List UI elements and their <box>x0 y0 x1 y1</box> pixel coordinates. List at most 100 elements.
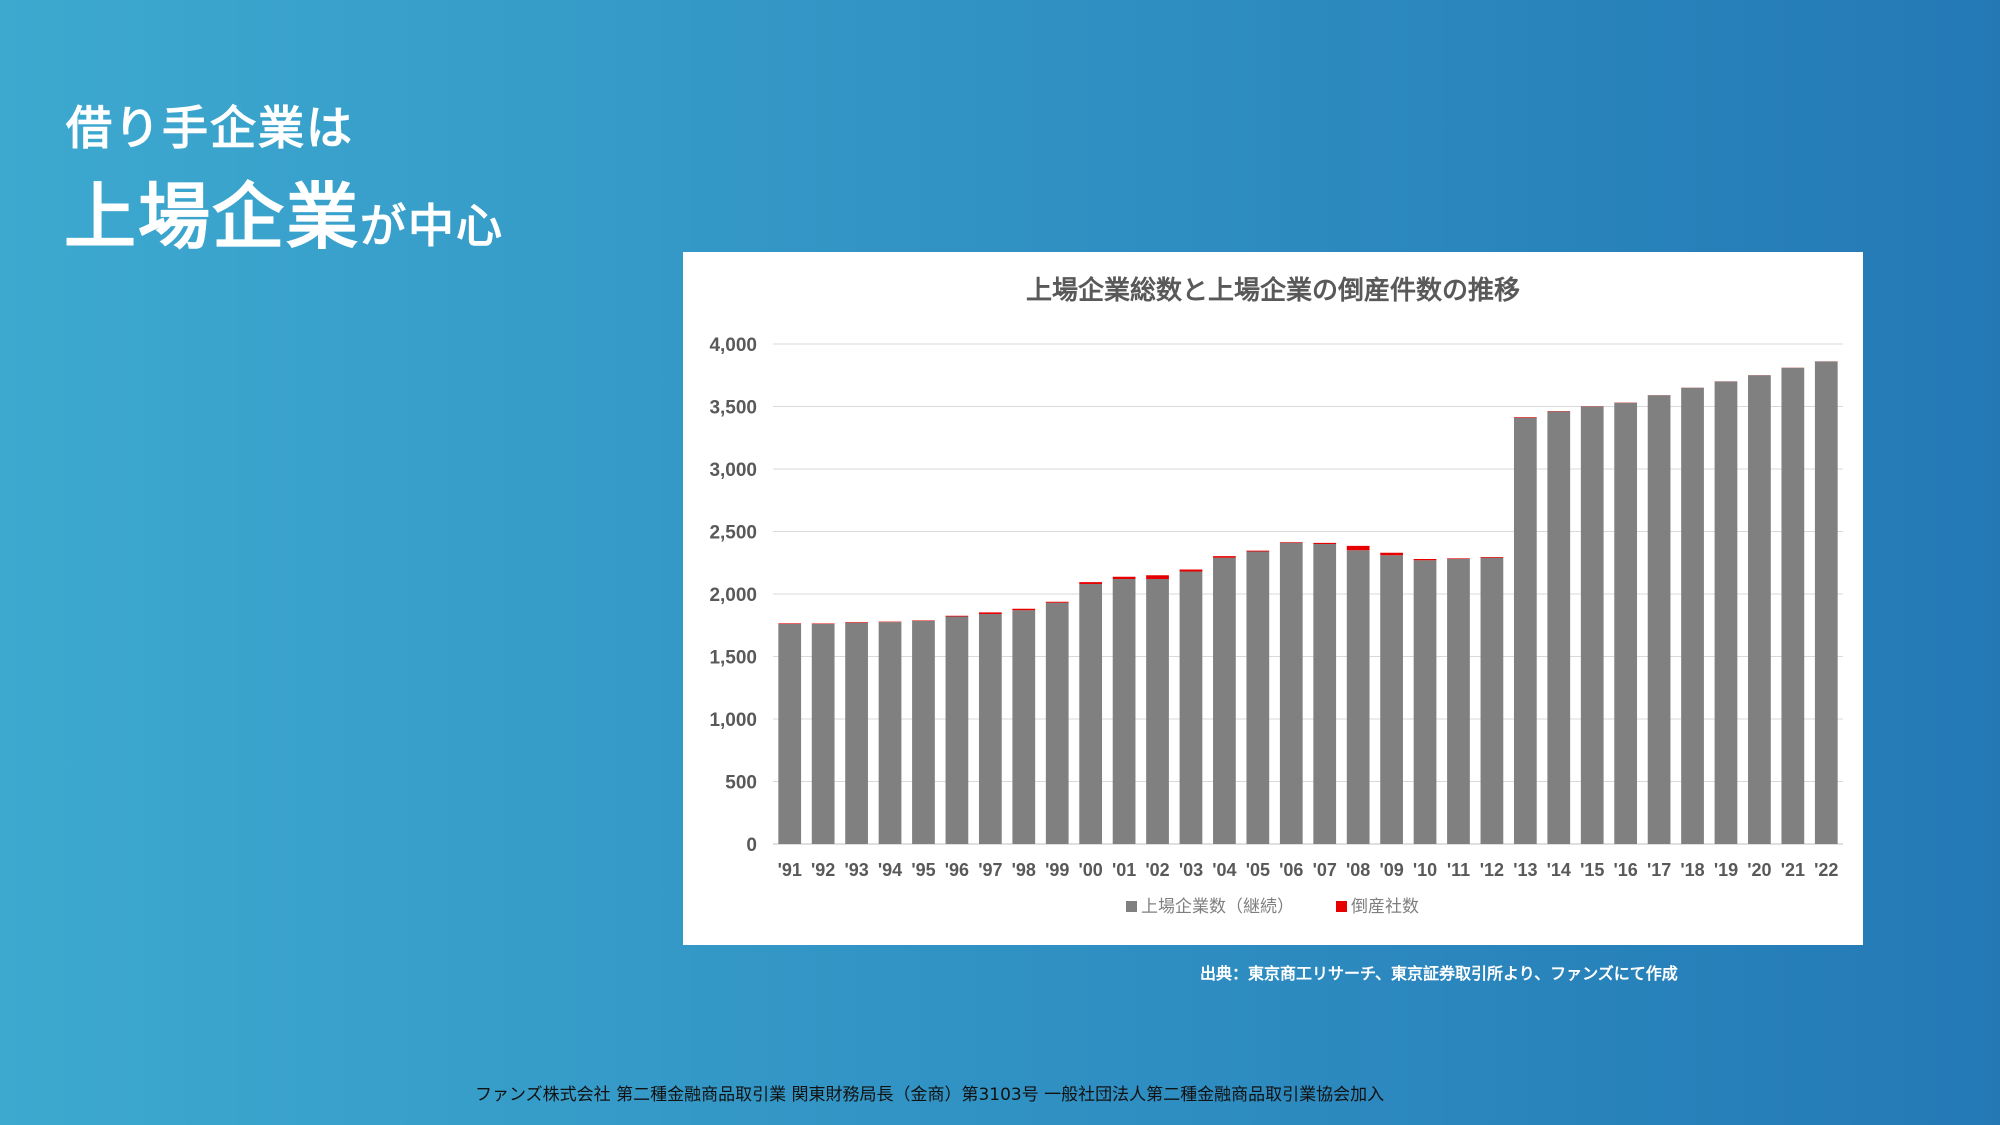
x-tick-label: '16 <box>1614 860 1638 880</box>
bar-bankruptcies <box>845 622 868 623</box>
bar-bankruptcies <box>1346 545 1370 551</box>
bar-listed-companies <box>1146 579 1169 844</box>
bar-bankruptcies <box>912 620 935 621</box>
bar-bankruptcies <box>1313 542 1337 544</box>
y-tick-label: 1,500 <box>709 648 757 669</box>
bar-bankruptcies <box>1012 608 1036 611</box>
x-tick-label: '93 <box>844 860 868 880</box>
x-tick-label: '00 <box>1079 860 1103 880</box>
bar-listed-companies <box>1748 375 1771 844</box>
bar-bankruptcies <box>1146 575 1169 579</box>
bar-listed-companies <box>1246 551 1270 844</box>
bar-bankruptcies <box>1413 559 1437 561</box>
x-tick-label: '95 <box>911 860 935 880</box>
bar-chart: 上場企業総数と上場企業の倒産件数の推移 0 500 1,000 1,500 2,000 2… <box>709 275 1843 917</box>
x-tick-label: '11 <box>1447 860 1470 880</box>
x-tick-label: '20 <box>1747 860 1771 880</box>
bar-listed-companies <box>1346 550 1370 844</box>
x-tick-label: '92 <box>811 860 835 880</box>
bar-listed-companies <box>1513 417 1537 844</box>
y-tick-label: 500 <box>725 773 757 794</box>
bar-listed-companies <box>778 624 802 844</box>
x-tick-label: '10 <box>1413 860 1437 880</box>
legend-swatch <box>1126 901 1137 912</box>
bar-listed-companies <box>1547 411 1571 844</box>
x-tick-label: '06 <box>1279 860 1303 880</box>
bar-bankruptcies <box>1213 556 1236 558</box>
x-tick-label: '22 <box>1814 860 1838 880</box>
heading-line1: 借り手企業は <box>66 101 354 155</box>
y-tick-label: 3,000 <box>709 460 757 481</box>
y-tick-label: 1,000 <box>709 710 757 731</box>
bar-listed-companies <box>878 622 902 844</box>
bar-bankruptcies <box>811 623 835 624</box>
bar-listed-companies <box>1380 555 1403 844</box>
bar-bankruptcies <box>778 623 802 624</box>
bar-listed-companies <box>1447 559 1470 844</box>
x-tick-label: '07 <box>1313 860 1337 880</box>
x-tick-label: '97 <box>978 860 1002 880</box>
x-tick-label: '14 <box>1547 860 1571 880</box>
bar-bankruptcies <box>1045 601 1069 603</box>
x-tick-label: '17 <box>1647 860 1671 880</box>
x-tick-label: '15 <box>1580 860 1604 880</box>
x-tick-label: '08 <box>1346 860 1370 880</box>
bar-listed-companies <box>1413 560 1437 844</box>
bar-listed-companies <box>1045 602 1069 844</box>
bar-bankruptcies <box>1079 582 1103 584</box>
x-tick-label: '96 <box>945 860 969 880</box>
bar-bankruptcies <box>1179 569 1203 572</box>
x-tick-label: '13 <box>1513 860 1537 880</box>
bar-listed-companies <box>978 614 1002 844</box>
bar-listed-companies <box>811 624 835 844</box>
bar-listed-companies <box>912 620 935 844</box>
bar-listed-companies <box>845 622 868 844</box>
heading-line2-emphasis: 上場企業 <box>64 175 361 259</box>
y-tick-label: 3,500 <box>709 398 757 419</box>
bar-bankruptcies <box>945 615 969 617</box>
y-tick-label: 2,000 <box>709 585 757 606</box>
x-tick-label: '94 <box>878 860 902 880</box>
bar-listed-companies <box>1580 406 1604 844</box>
legend-swatch <box>1336 901 1347 912</box>
bar-listed-companies <box>1313 544 1337 844</box>
bar-bankruptcies <box>978 612 1002 614</box>
bar-listed-companies <box>1814 361 1838 844</box>
legend-label: 上場企業数（継続） <box>1141 897 1294 917</box>
bar-listed-companies <box>1279 542 1303 844</box>
bar-listed-companies <box>945 616 969 844</box>
bar-listed-companies <box>1179 571 1203 844</box>
x-tick-label: '02 <box>1145 860 1169 880</box>
footer-disclaimer: ファンズ株式会社 第二種金融商品取引業 関東財務局長（金商）第3103号 一般社… <box>475 1085 1385 1105</box>
source-note: 出典：東京商工リサーチ、東京証券取引所より、ファンズにて作成 <box>1200 964 1678 983</box>
x-tick-label: '03 <box>1179 860 1203 880</box>
bar-listed-companies <box>1112 579 1136 844</box>
y-tick-label: 4,000 <box>709 335 757 356</box>
bar-bankruptcies <box>1279 542 1303 543</box>
bar-bankruptcies <box>1112 576 1136 579</box>
x-tick-label: '19 <box>1714 860 1738 880</box>
bar-listed-companies <box>1480 557 1504 844</box>
chart-title: 上場企業総数と上場企業の倒産件数の推移 <box>1026 275 1520 305</box>
bar-listed-companies <box>1079 584 1103 844</box>
y-tick-label: 2,500 <box>709 523 757 544</box>
bar-bankruptcies <box>1246 550 1270 552</box>
legend-label: 倒産社数 <box>1351 897 1419 917</box>
bar-bankruptcies <box>1447 558 1470 559</box>
x-tick-label: '09 <box>1379 860 1403 880</box>
chart-panel: 上場企業総数と上場企業の倒産件数の推移 0 500 1,000 1,500 2,000 2… <box>683 252 1863 945</box>
heading-line2: 上場企業が中心 <box>64 158 504 263</box>
x-tick-label: '21 <box>1781 860 1805 880</box>
x-tick-label: '05 <box>1246 860 1270 880</box>
x-tick-label: '99 <box>1045 860 1069 880</box>
bar-bankruptcies <box>1480 557 1504 558</box>
y-tick-label: 0 <box>746 835 757 856</box>
bar-listed-companies <box>1213 557 1236 844</box>
x-tick-label: '12 <box>1480 860 1504 880</box>
x-tick-label: '18 <box>1680 860 1704 880</box>
x-tick-label: '98 <box>1012 860 1036 880</box>
bar-listed-companies <box>1714 381 1738 844</box>
heading-line2-suffix: が中心 <box>360 199 505 253</box>
bar-bankruptcies <box>1380 552 1403 556</box>
bar-bankruptcies <box>878 621 902 623</box>
